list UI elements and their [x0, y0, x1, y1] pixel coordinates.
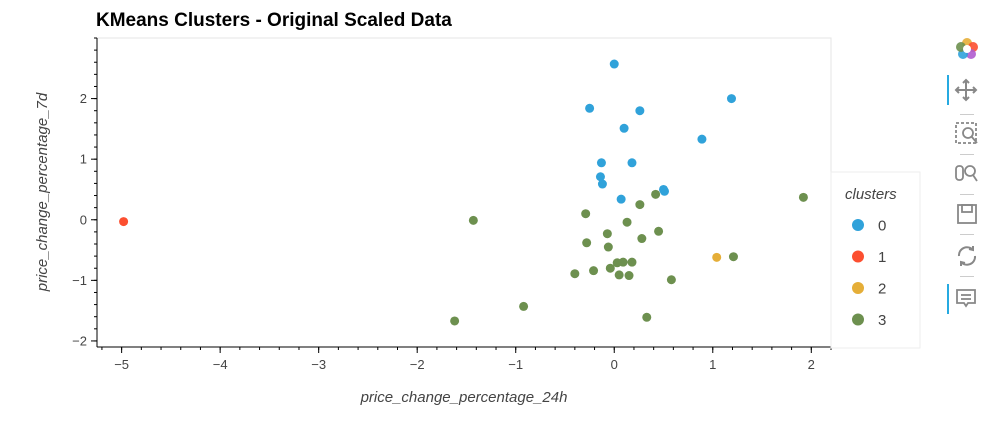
cluster-0-point[interactable] [596, 158, 606, 168]
cluster-3-point[interactable] [603, 242, 613, 252]
cluster-1-point[interactable] [119, 217, 129, 227]
cluster-2-point[interactable] [712, 252, 722, 262]
legend-swatch-3 [852, 313, 864, 326]
cluster-3-point[interactable] [798, 192, 808, 202]
x-tick-label: −2 [410, 357, 425, 372]
legend-box [830, 171, 921, 349]
toolbar [944, 34, 990, 334]
cluster-3-point[interactable] [589, 266, 599, 276]
y-axis-label: price_change_percentage_7d [34, 92, 51, 292]
data-points [119, 59, 808, 326]
x-tick-label: −4 [213, 357, 228, 372]
bokeh-logo-icon[interactable] [950, 34, 984, 64]
x-tick-label: 2 [808, 357, 815, 372]
cluster-0-point[interactable] [659, 186, 669, 196]
y-tick-label: 1 [80, 152, 87, 167]
y-tick-label: −2 [72, 333, 87, 348]
axes: −5 −4 −3 −2 −1 0 1 2 −2 −1 0 1 2 [72, 37, 832, 372]
legend-label-2[interactable]: 2 [878, 281, 886, 298]
y-tick-label: 2 [80, 91, 87, 106]
legend-label-0[interactable]: 0 [878, 218, 886, 235]
cluster-3-point[interactable] [450, 316, 460, 326]
box-zoom-icon[interactable] [950, 119, 984, 149]
cluster-3-point[interactable] [666, 275, 676, 285]
cluster-3-point[interactable] [637, 234, 647, 244]
x-tick-label: 0 [611, 357, 618, 372]
cluster-3-point[interactable] [614, 270, 624, 280]
chart-title: KMeans Clusters - Original Scaled Data [96, 10, 452, 31]
cluster-0-point[interactable] [619, 123, 629, 133]
cluster-3-point[interactable] [651, 189, 661, 199]
x-tick-label: −5 [114, 357, 129, 372]
cluster-3-point[interactable] [624, 271, 634, 281]
y-tick-label: 0 [80, 212, 87, 227]
cluster-3-point[interactable] [622, 217, 632, 227]
x-tick-label: −1 [508, 357, 523, 372]
cluster-3-point[interactable] [654, 226, 664, 236]
cluster-3-point[interactable] [605, 263, 615, 273]
cluster-0-point[interactable] [627, 158, 637, 168]
cluster-3-point[interactable] [728, 252, 738, 262]
cluster-3-point[interactable] [570, 269, 580, 279]
legend-title: clusters [845, 186, 897, 203]
cluster-3-point[interactable] [642, 312, 652, 322]
cluster-3-point[interactable] [468, 215, 478, 225]
reset-icon[interactable] [950, 241, 984, 271]
cluster-0-point[interactable] [635, 106, 645, 116]
save-icon[interactable] [950, 199, 984, 229]
legend: 0 1 2 3 [852, 218, 886, 329]
plot-area[interactable] [96, 37, 832, 348]
x-tick-label: 1 [709, 357, 716, 372]
cluster-0-point[interactable] [585, 103, 595, 113]
legend-swatch-0 [852, 219, 864, 231]
legend-label-3[interactable]: 3 [878, 312, 886, 329]
cluster-3-point[interactable] [581, 209, 591, 219]
cluster-3-point[interactable] [519, 301, 529, 311]
cluster-0-point[interactable] [726, 94, 736, 104]
cluster-3-point[interactable] [602, 229, 612, 239]
cluster-3-point[interactable] [635, 200, 645, 210]
x-axis-label: price_change_percentage_24h [360, 389, 568, 406]
cluster-3-point[interactable] [627, 257, 637, 267]
y-tick-label: −1 [72, 273, 87, 288]
cluster-0-point[interactable] [595, 172, 605, 182]
hover-icon[interactable] [947, 284, 983, 314]
cluster-0-point[interactable] [597, 179, 607, 189]
cluster-0-point[interactable] [616, 194, 626, 204]
pan-icon[interactable] [947, 75, 983, 105]
cluster-0-point[interactable] [609, 59, 619, 69]
wheel-zoom-icon[interactable] [950, 159, 984, 189]
x-tick-label: −3 [311, 357, 326, 372]
legend-label-1[interactable]: 1 [878, 249, 886, 266]
cluster-3-point[interactable] [618, 257, 628, 267]
cluster-3-point[interactable] [582, 238, 592, 248]
legend-swatch-1 [852, 250, 864, 263]
legend-swatch-2 [852, 282, 864, 294]
cluster-0-point[interactable] [697, 134, 707, 144]
